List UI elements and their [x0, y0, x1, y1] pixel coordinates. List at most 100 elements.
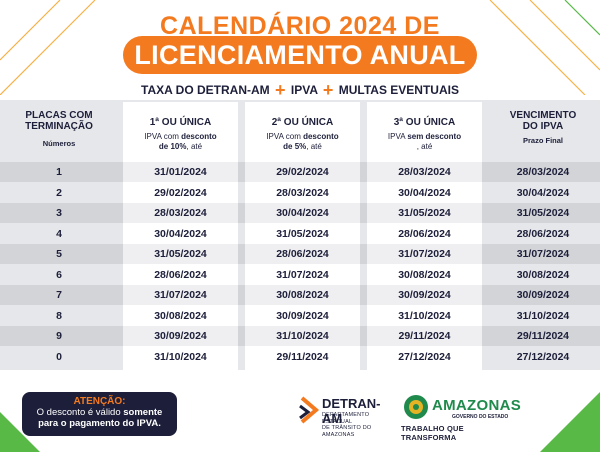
- header-venc-l1: VENCIMENTO: [509, 110, 577, 121]
- third-installment-cell: 30/08/2024: [398, 268, 451, 281]
- second-installment-cell: 30/04/2024: [276, 207, 329, 219]
- plate-cell: 6: [56, 268, 62, 281]
- due-date-cell: 30/09/2024: [516, 289, 570, 301]
- detran-subtitle: DEPARTAMENTO ESTADUAL DE TRÂNSITO DO AMA…: [322, 412, 372, 438]
- header-plate: PLACAS COM TERMINAÇÃO Números: [0, 110, 118, 148]
- header-venc-sub: Prazo Final: [522, 136, 563, 145]
- amazonas-subtitle: GOVERNO DO ESTADO: [452, 414, 509, 420]
- table-row: 7 31/07/2024 30/08/2024 30/09/2024 30/09/202…: [0, 285, 600, 305]
- table-row: 2 29/02/2024 28/03/2024 30/04/2024 30/04/202…: [0, 183, 600, 203]
- decorative-triangle-right: [540, 392, 600, 452]
- second-installment-cell: 28/03/2024: [276, 186, 329, 199]
- due-date-cell: 31/05/2024: [516, 207, 570, 219]
- due-date-cell: 31/10/2024: [516, 309, 570, 322]
- due-date-cell: 31/07/2024: [516, 248, 570, 260]
- plate-cell: 5: [56, 248, 62, 260]
- due-date-cell: 27/12/2024: [516, 350, 570, 363]
- card-row-bg: [123, 326, 238, 346]
- subtitle-part-multas: MULTAS EVENTUAIS: [338, 83, 459, 97]
- first-installment-cell: 30/09/2024: [154, 330, 207, 342]
- detran-logo: DETRAN-AM DEPARTAMENTO ESTADUAL DE TRÂNS…: [298, 392, 388, 438]
- header-c1-title: 1ª OU ÚNICA: [149, 117, 212, 128]
- plate-cell: 0: [56, 350, 62, 363]
- header-plate-l2: TERMINAÇÃO: [25, 121, 93, 132]
- header-c3-title: 3ª OU ÚNICA: [393, 117, 456, 128]
- third-installment-cell: 28/06/2024: [398, 227, 451, 240]
- header-plate-sub: Números: [42, 139, 76, 148]
- card-row-bg: [367, 285, 482, 305]
- due-date-cell: 30/04/2024: [516, 186, 570, 199]
- third-installment-cell: 31/05/2024: [398, 207, 451, 219]
- third-installment-cell: 31/07/2024: [398, 248, 451, 260]
- decorative-triangle-left: [0, 412, 40, 452]
- table-row: 5 31/05/2024 28/06/2024 31/07/2024 31/07/202…: [0, 244, 600, 264]
- amazonas-name: AMAZONAS: [432, 397, 522, 414]
- page-title-main: LICENCIAMENTO ANUAL: [123, 36, 477, 74]
- header-c2-sub: IPVA com desconto de 5%, até: [266, 132, 339, 151]
- card-row-bg: [245, 285, 360, 305]
- first-installment-cell: 31/07/2024: [154, 289, 207, 301]
- plate-cell: 1: [56, 166, 62, 178]
- card-row-bg: [123, 203, 238, 223]
- table-row: 9 30/09/2024 31/10/2024 29/11/2024 29/11/202…: [0, 326, 600, 346]
- decorative-lines-right: [489, 0, 600, 95]
- detran-arrow-icon: [299, 396, 320, 424]
- table-row: 6 28/06/2024 31/07/2024 30/08/2024 30/08/202…: [0, 265, 600, 285]
- table-row: 0 31/10/2024 29/11/2024 27/12/2024 27/12/202…: [0, 347, 600, 367]
- subtitle: TAXA DO DETRAN-AM + IPVA + MULTAS EVENTU…: [0, 80, 600, 101]
- plus-icon: +: [322, 80, 334, 100]
- header-c3-sub: IPVA sem desconto, até: [387, 132, 462, 151]
- header-venc: VENCIMENTO DO IPVA Prazo Final: [486, 110, 600, 145]
- card-row-bg: [367, 244, 482, 264]
- third-installment-cell: 31/10/2024: [398, 309, 451, 322]
- table-row: 1 31/01/2024 29/02/2024 28/03/2024 28/03/202…: [0, 162, 600, 182]
- plate-cell: 9: [56, 330, 62, 342]
- decorative-lines-left: [0, 0, 96, 95]
- attention-line-2: para o pagamento do IPVA.: [38, 418, 161, 429]
- second-installment-cell: 28/06/2024: [276, 248, 329, 260]
- amazonas-logo: AMAZONAS GOVERNO DO ESTADO TRABALHO QUE …: [400, 392, 522, 442]
- card-row-bg: [123, 285, 238, 305]
- header-c1-sub: IPVA com desconto de 10%, até: [144, 132, 217, 151]
- plate-cell: 4: [56, 227, 62, 240]
- plus-icon: +: [275, 80, 286, 100]
- second-installment-cell: 29/02/2024: [276, 166, 329, 178]
- third-installment-cell: 28/03/2024: [398, 166, 451, 178]
- card-row-bg: [367, 162, 482, 182]
- first-installment-cell: 28/03/2024: [154, 207, 207, 219]
- third-installment-cell: 30/09/2024: [398, 289, 451, 301]
- card-row-bg: [245, 244, 360, 264]
- first-installment-cell: 28/06/2024: [154, 268, 207, 281]
- plate-cell: 7: [56, 289, 62, 301]
- first-installment-cell: 30/04/2024: [154, 227, 207, 240]
- detran-name: DETRAN-AM: [322, 396, 381, 426]
- third-installment-cell: 30/04/2024: [398, 186, 451, 199]
- header-venc-l2: DO IPVA: [522, 121, 564, 132]
- header-c2: 2ª OU ÚNICA IPVA com desconto de 5%, até: [245, 117, 360, 152]
- second-installment-cell: 31/10/2024: [276, 330, 329, 342]
- table-row: 3 28/03/2024 30/04/2024 31/05/2024 31/05/202…: [0, 203, 600, 223]
- due-date-cell: 28/03/2024: [516, 166, 570, 178]
- page-title-top: CALENDÁRIO 2024 DE: [160, 12, 440, 40]
- subtitle-part-detran: TAXA DO DETRAN-AM: [141, 83, 270, 97]
- attention-title: ATENÇÃO:: [73, 396, 126, 407]
- card-row-bg: [245, 203, 360, 223]
- first-installment-cell: 31/10/2024: [154, 350, 207, 363]
- table-row: 4 30/04/2024 31/05/2024 28/06/2024 28/06/202…: [0, 224, 600, 244]
- third-installment-cell: 27/12/2024: [398, 350, 451, 363]
- card-row-bg: [245, 162, 360, 182]
- second-installment-cell: 31/05/2024: [276, 227, 329, 240]
- third-installment-cell: 29/11/2024: [398, 330, 451, 342]
- due-date-cell: 30/08/2024: [516, 268, 570, 281]
- second-installment-cell: 30/09/2024: [276, 309, 329, 322]
- attention-box: ATENÇÃO: O desconto é válido somente par…: [22, 392, 177, 436]
- first-installment-cell: 31/01/2024: [154, 166, 207, 178]
- card-row-bg: [123, 244, 238, 264]
- second-installment-cell: 29/11/2024: [276, 350, 329, 363]
- slogan: TRABALHO QUE TRANSFORMA: [401, 424, 464, 442]
- card-row-bg: [123, 162, 238, 182]
- subtitle-part-ipva: IPVA: [290, 83, 318, 97]
- attention-line-1: O desconto é válido somente: [36, 407, 163, 418]
- card-row-bg: [367, 203, 482, 223]
- header-c2-title: 2ª OU ÚNICA: [271, 117, 334, 128]
